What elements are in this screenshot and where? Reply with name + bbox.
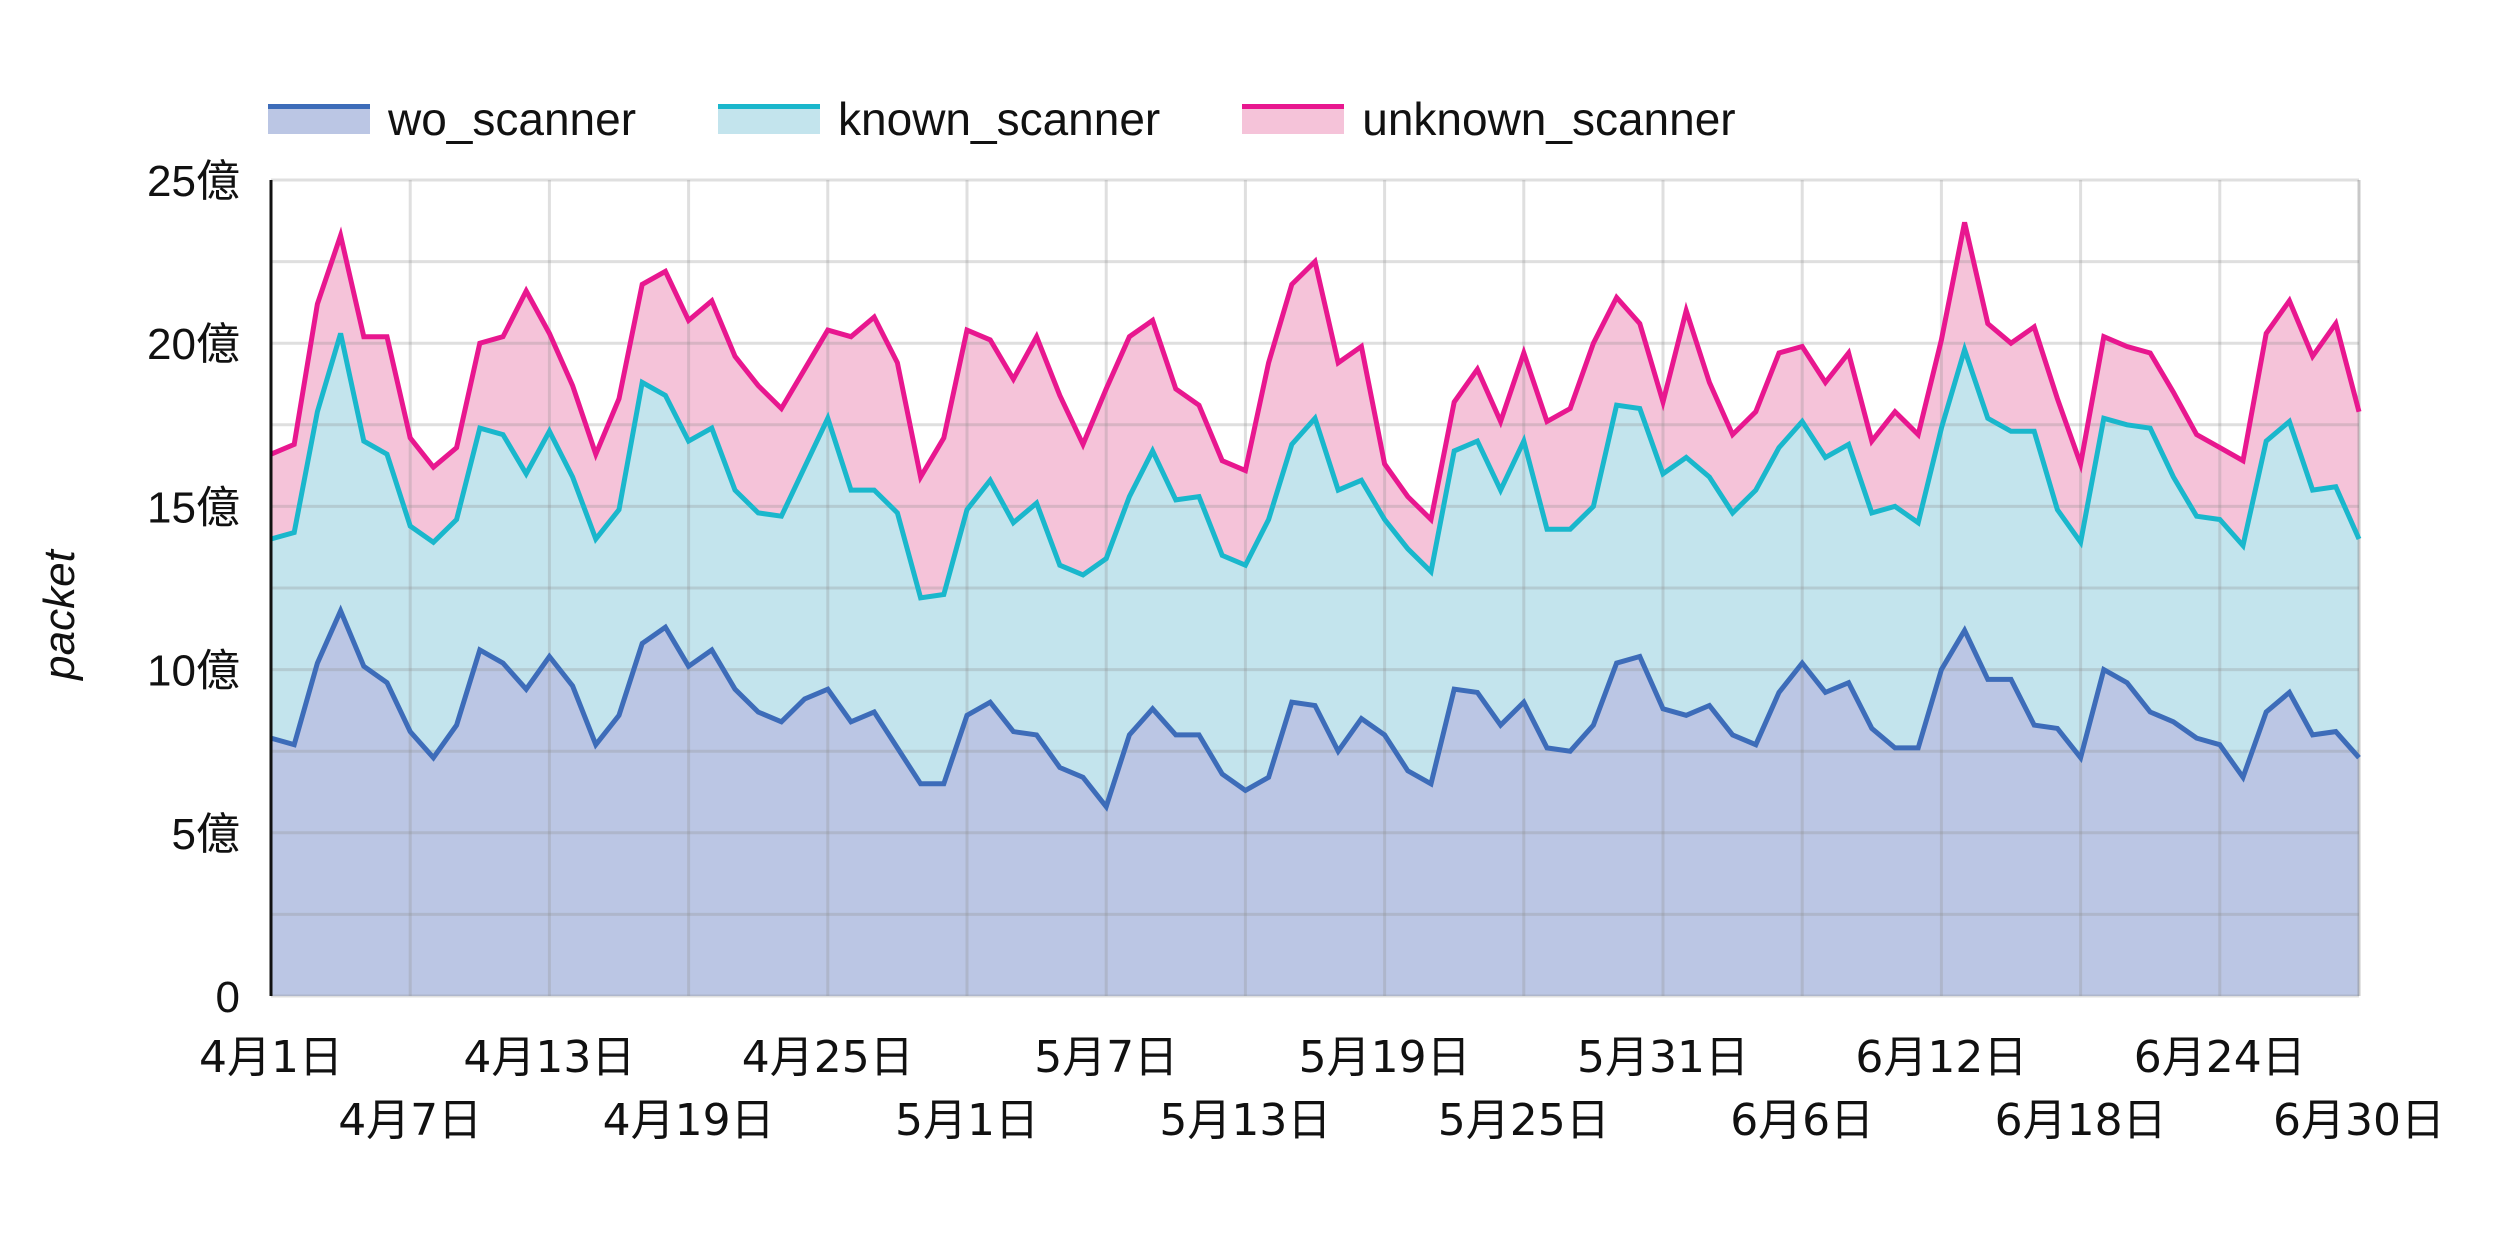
series-lines <box>270 221 2362 812</box>
y-axis-labels: 0 5億 10億 15億 20億 25億 <box>147 157 240 1022</box>
legend-swatch-known-scanner <box>718 104 821 134</box>
line-known-scanner <box>270 332 2362 601</box>
x-tick-label: 4月1日 <box>199 1032 343 1083</box>
x-tick-label: 5月19日 <box>1299 1032 1471 1083</box>
x-tick-label: 5月1日 <box>895 1095 1039 1146</box>
area-wo-scanner <box>271 610 2359 996</box>
x-tick-label: 5月7日 <box>1034 1032 1178 1083</box>
area-fills <box>271 222 2359 996</box>
legend-label: known_scanner <box>838 93 1161 145</box>
x-tick-label: 6月18日 <box>1995 1095 2167 1146</box>
y-tick-label: 15億 <box>147 483 240 532</box>
legend-label: unknown_scanner <box>1362 93 1736 145</box>
chart-legend: wo_scanner known_scanner unknown_scanner <box>268 92 1818 146</box>
y-tick-label: 20億 <box>147 320 240 369</box>
legend-item-unknown-scanner[interactable]: unknown_scanner <box>1242 92 1736 146</box>
x-tick-label: 5月13日 <box>1159 1095 1331 1146</box>
x-tick-label: 4月7日 <box>338 1095 482 1146</box>
x-axis-labels: 4月1日 4月7日 4月13日 4月19日 4月25日 5月1日 5月7日 5月13日 5月19… <box>199 1032 2445 1146</box>
x-tick-label: 5月31日 <box>1577 1032 1749 1083</box>
y-tick-label: 5億 <box>172 810 240 859</box>
legend-swatch-wo-scanner <box>268 104 370 134</box>
y-tick-label: 25億 <box>147 157 240 206</box>
x-tick-label: 4月19日 <box>603 1095 775 1146</box>
x-tick-label: 6月24日 <box>2134 1032 2306 1083</box>
legend-swatch-unknown-scanner <box>1242 104 1345 134</box>
legend-item-wo-scanner[interactable]: wo_scanner <box>268 92 636 146</box>
line-unknown-scanner <box>270 221 2362 525</box>
area-unknown-scanner <box>271 222 2359 598</box>
line-wo-scanner <box>270 604 2361 812</box>
x-tick-label: 4月13日 <box>463 1032 635 1083</box>
y-tick-label: 0 <box>216 973 240 1022</box>
x-tick-label: 6月30日 <box>2273 1095 2445 1146</box>
x-tick-label: 4月25日 <box>742 1032 914 1083</box>
legend-item-known-scanner[interactable]: known_scanner <box>718 92 1160 146</box>
y-tick-label: 10億 <box>147 647 240 696</box>
legend-label: wo_scanner <box>388 93 637 145</box>
x-tick-label: 6月12日 <box>1855 1032 2027 1083</box>
x-tick-label: 6月6日 <box>1730 1095 1874 1146</box>
x-tick-label: 5月25日 <box>1438 1095 1610 1146</box>
